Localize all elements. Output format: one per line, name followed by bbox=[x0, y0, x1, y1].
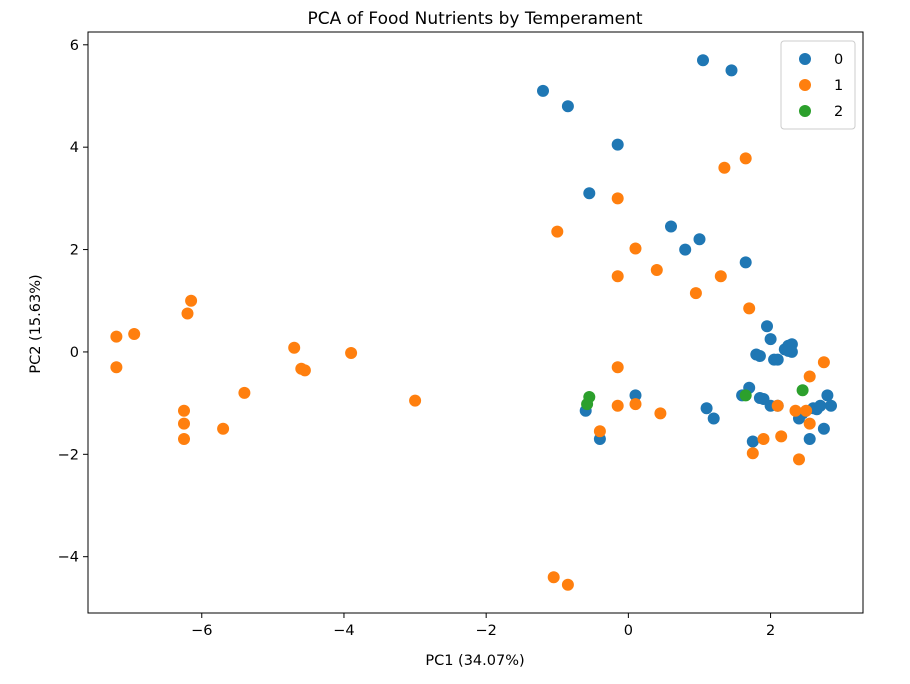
data-point-series-1 bbox=[757, 433, 770, 445]
data-point-series-1 bbox=[793, 453, 805, 466]
data-point-series-1 bbox=[181, 307, 194, 320]
legend-label-0: 0 bbox=[834, 52, 843, 68]
data-point-series-1 bbox=[409, 394, 422, 407]
data-point-series-0 bbox=[821, 389, 834, 402]
data-point-series-0 bbox=[611, 138, 624, 151]
data-point-series-0 bbox=[537, 84, 549, 97]
x-tick-label: −4 bbox=[333, 623, 354, 639]
legend-marker-2 bbox=[799, 105, 811, 117]
data-point-series-1 bbox=[817, 356, 830, 369]
data-point-series-0 bbox=[761, 320, 773, 333]
data-point-series-1 bbox=[345, 347, 358, 359]
plot-frame bbox=[87, 31, 864, 614]
chart-title: PCA of Food Nutrients by Temperament bbox=[307, 9, 642, 29]
legend-frame bbox=[780, 40, 856, 130]
legend-marker-0 bbox=[799, 53, 811, 65]
data-point-series-1 bbox=[689, 287, 702, 300]
x-tick-label: −6 bbox=[191, 623, 212, 639]
data-point-series-1 bbox=[298, 364, 311, 377]
data-point-series-1 bbox=[611, 399, 624, 412]
y-tick-label: −2 bbox=[58, 447, 79, 463]
y-axis-label: PC2 (15.63%) bbox=[28, 274, 44, 373]
y-tick-label: 2 bbox=[70, 243, 79, 259]
data-point-series-1 bbox=[547, 571, 560, 584]
data-point-series-1 bbox=[771, 399, 784, 412]
legend: 0 1 2 bbox=[780, 40, 856, 130]
legend-marker-1 bbox=[799, 79, 811, 91]
data-point-series-1 bbox=[714, 270, 727, 283]
data-point-series-2 bbox=[581, 398, 594, 411]
data-point-series-0 bbox=[679, 243, 692, 256]
data-point-series-0 bbox=[693, 233, 706, 246]
data-point-series-1 bbox=[593, 425, 606, 438]
y-tick-label: 6 bbox=[70, 38, 79, 54]
data-point-series-1 bbox=[743, 302, 756, 315]
x-axis-label: PC1 (34.07%) bbox=[425, 653, 524, 669]
y-axis: −4 −2 0 2 4 6 bbox=[58, 38, 88, 566]
x-axis: −6 −4 −2 0 2 bbox=[191, 613, 775, 639]
data-point-series-0 bbox=[764, 333, 777, 346]
y-tick-label: 0 bbox=[70, 345, 79, 361]
data-point-series-1 bbox=[800, 404, 813, 417]
data-point-series-1 bbox=[739, 152, 752, 165]
data-point-series-1 bbox=[110, 330, 123, 343]
data-point-series-1 bbox=[128, 328, 141, 340]
data-point-series-0 bbox=[629, 389, 642, 402]
data-point-series-1 bbox=[238, 386, 251, 399]
data-point-series-1 bbox=[611, 270, 624, 283]
data-point-series-1 bbox=[178, 433, 190, 445]
data-point-series-0 bbox=[803, 433, 816, 445]
data-point-series-1 bbox=[178, 404, 190, 417]
data-point-series-2 bbox=[739, 389, 752, 402]
data-point-series-2 bbox=[796, 384, 809, 397]
data-point-series-0 bbox=[753, 350, 766, 362]
data-point-series-1 bbox=[561, 578, 574, 591]
data-point-series-1 bbox=[178, 417, 190, 430]
data-point-series-1 bbox=[650, 264, 663, 276]
data-point-series-1 bbox=[185, 294, 198, 307]
data-point-series-1 bbox=[803, 417, 816, 430]
y-tick-label: 4 bbox=[70, 140, 79, 156]
data-point-series-0 bbox=[771, 353, 784, 366]
data-point-series-0 bbox=[817, 422, 830, 435]
data-point-series-0 bbox=[665, 220, 677, 233]
data-point-series-1 bbox=[629, 398, 642, 411]
data-point-series-1 bbox=[654, 407, 667, 420]
data-point-series-1 bbox=[611, 361, 624, 374]
data-point-series-0 bbox=[814, 399, 827, 412]
y-tick-label: −4 bbox=[58, 550, 79, 566]
data-point-series-0 bbox=[583, 187, 596, 200]
data-point-series-0 bbox=[725, 64, 738, 77]
data-point-series-1 bbox=[789, 404, 802, 417]
data-point-series-1 bbox=[629, 242, 642, 255]
legend-label-2: 2 bbox=[834, 104, 843, 120]
data-point-series-1 bbox=[803, 370, 816, 383]
data-point-series-0 bbox=[785, 345, 798, 358]
data-point-series-0 bbox=[707, 412, 720, 425]
data-point-series-1 bbox=[718, 161, 731, 174]
points-layer bbox=[110, 54, 837, 591]
data-point-series-0 bbox=[561, 100, 574, 113]
data-point-series-0 bbox=[700, 402, 713, 415]
x-tick-label: 0 bbox=[624, 623, 633, 639]
data-point-series-0 bbox=[697, 54, 709, 67]
data-point-series-1 bbox=[746, 447, 759, 460]
x-tick-label: 2 bbox=[766, 623, 775, 639]
data-point-series-0 bbox=[746, 435, 759, 448]
data-point-series-1 bbox=[110, 361, 123, 374]
data-point-series-1 bbox=[611, 192, 624, 205]
data-point-series-1 bbox=[551, 225, 564, 238]
data-point-series-0 bbox=[825, 399, 837, 412]
data-point-series-1 bbox=[288, 341, 301, 354]
data-point-series-1 bbox=[775, 430, 788, 443]
data-point-series-1 bbox=[217, 422, 230, 435]
legend-label-1: 1 bbox=[834, 78, 843, 94]
data-point-series-0 bbox=[739, 256, 752, 269]
x-tick-label: −2 bbox=[475, 623, 496, 639]
